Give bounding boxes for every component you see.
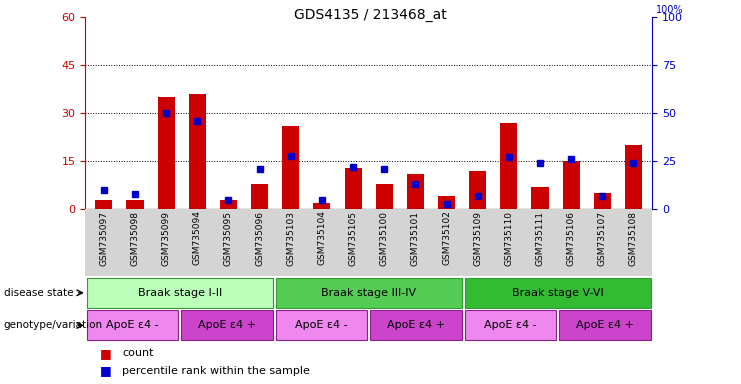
- Text: Braak stage III-IV: Braak stage III-IV: [321, 288, 416, 298]
- Bar: [500, 123, 517, 209]
- Text: GSM735110: GSM735110: [505, 210, 514, 266]
- Bar: [96, 200, 113, 209]
- Text: GSM735104: GSM735104: [317, 210, 327, 265]
- Bar: [276, 310, 367, 341]
- Bar: [625, 145, 642, 209]
- Text: count: count: [122, 348, 154, 358]
- Bar: [87, 310, 178, 341]
- Text: ApoE ε4 +: ApoE ε4 +: [198, 320, 256, 331]
- Bar: [531, 187, 548, 209]
- Bar: [345, 168, 362, 209]
- Text: GSM735108: GSM735108: [629, 210, 638, 266]
- Bar: [220, 200, 237, 209]
- Text: ApoE ε4 +: ApoE ε4 +: [387, 320, 445, 331]
- Bar: [182, 310, 273, 341]
- Text: 100%: 100%: [657, 5, 684, 15]
- Bar: [251, 184, 268, 209]
- Text: GSM735107: GSM735107: [598, 210, 607, 266]
- Text: GSM735102: GSM735102: [442, 210, 451, 265]
- Bar: [559, 310, 651, 341]
- Bar: [189, 94, 206, 209]
- Text: ApoE ε4 +: ApoE ε4 +: [576, 320, 634, 331]
- Text: GSM735101: GSM735101: [411, 210, 420, 266]
- Text: ApoE ε4 -: ApoE ε4 -: [106, 320, 159, 331]
- Text: GSM735100: GSM735100: [379, 210, 389, 266]
- Bar: [465, 278, 651, 308]
- Bar: [127, 200, 144, 209]
- Text: ApoE ε4 -: ApoE ε4 -: [295, 320, 348, 331]
- Text: GSM735099: GSM735099: [162, 210, 170, 266]
- Text: genotype/variation: genotype/variation: [4, 320, 103, 331]
- Bar: [282, 126, 299, 209]
- Text: ■: ■: [100, 347, 112, 360]
- Text: GSM735109: GSM735109: [473, 210, 482, 266]
- Bar: [313, 203, 330, 209]
- Text: ■: ■: [100, 364, 112, 377]
- Text: Braak stage I-II: Braak stage I-II: [138, 288, 222, 298]
- Text: GSM735094: GSM735094: [193, 210, 202, 265]
- Bar: [465, 310, 556, 341]
- Bar: [276, 278, 462, 308]
- Bar: [158, 97, 175, 209]
- Text: GSM735111: GSM735111: [536, 210, 545, 266]
- Text: GSM735097: GSM735097: [99, 210, 108, 266]
- Bar: [562, 161, 579, 209]
- Bar: [594, 193, 611, 209]
- Text: GSM735096: GSM735096: [255, 210, 264, 266]
- Bar: [87, 278, 273, 308]
- Text: GSM735106: GSM735106: [567, 210, 576, 266]
- Bar: [376, 184, 393, 209]
- Text: percentile rank within the sample: percentile rank within the sample: [122, 366, 310, 376]
- Text: GDS4135 / 213468_at: GDS4135 / 213468_at: [294, 8, 447, 22]
- Text: disease state: disease state: [4, 288, 73, 298]
- Text: GSM735105: GSM735105: [348, 210, 358, 266]
- Bar: [370, 310, 462, 341]
- Text: GSM735098: GSM735098: [130, 210, 139, 266]
- Text: GSM735103: GSM735103: [286, 210, 295, 266]
- Text: GSM735095: GSM735095: [224, 210, 233, 266]
- Text: ApoE ε4 -: ApoE ε4 -: [484, 320, 536, 331]
- Bar: [469, 171, 486, 209]
- Text: Braak stage V-VI: Braak stage V-VI: [512, 288, 603, 298]
- Bar: [438, 197, 455, 209]
- Bar: [407, 174, 424, 209]
